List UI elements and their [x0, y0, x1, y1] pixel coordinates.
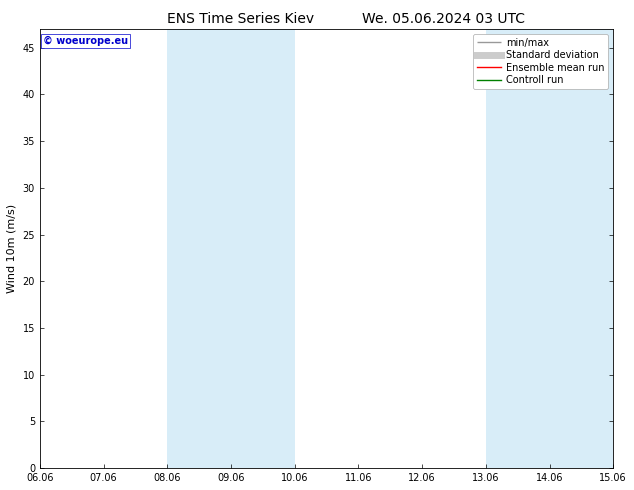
Text: We. 05.06.2024 03 UTC: We. 05.06.2024 03 UTC: [362, 12, 526, 26]
Text: ENS Time Series Kiev: ENS Time Series Kiev: [167, 12, 314, 26]
Bar: [231, 29, 295, 468]
Y-axis label: Wind 10m (m/s): Wind 10m (m/s): [7, 204, 17, 293]
Legend: min/max, Standard deviation, Ensemble mean run, Controll run: min/max, Standard deviation, Ensemble me…: [473, 34, 609, 89]
Bar: [550, 29, 613, 468]
Bar: [486, 29, 550, 468]
Bar: [167, 29, 231, 468]
Text: © woeurope.eu: © woeurope.eu: [42, 36, 128, 46]
